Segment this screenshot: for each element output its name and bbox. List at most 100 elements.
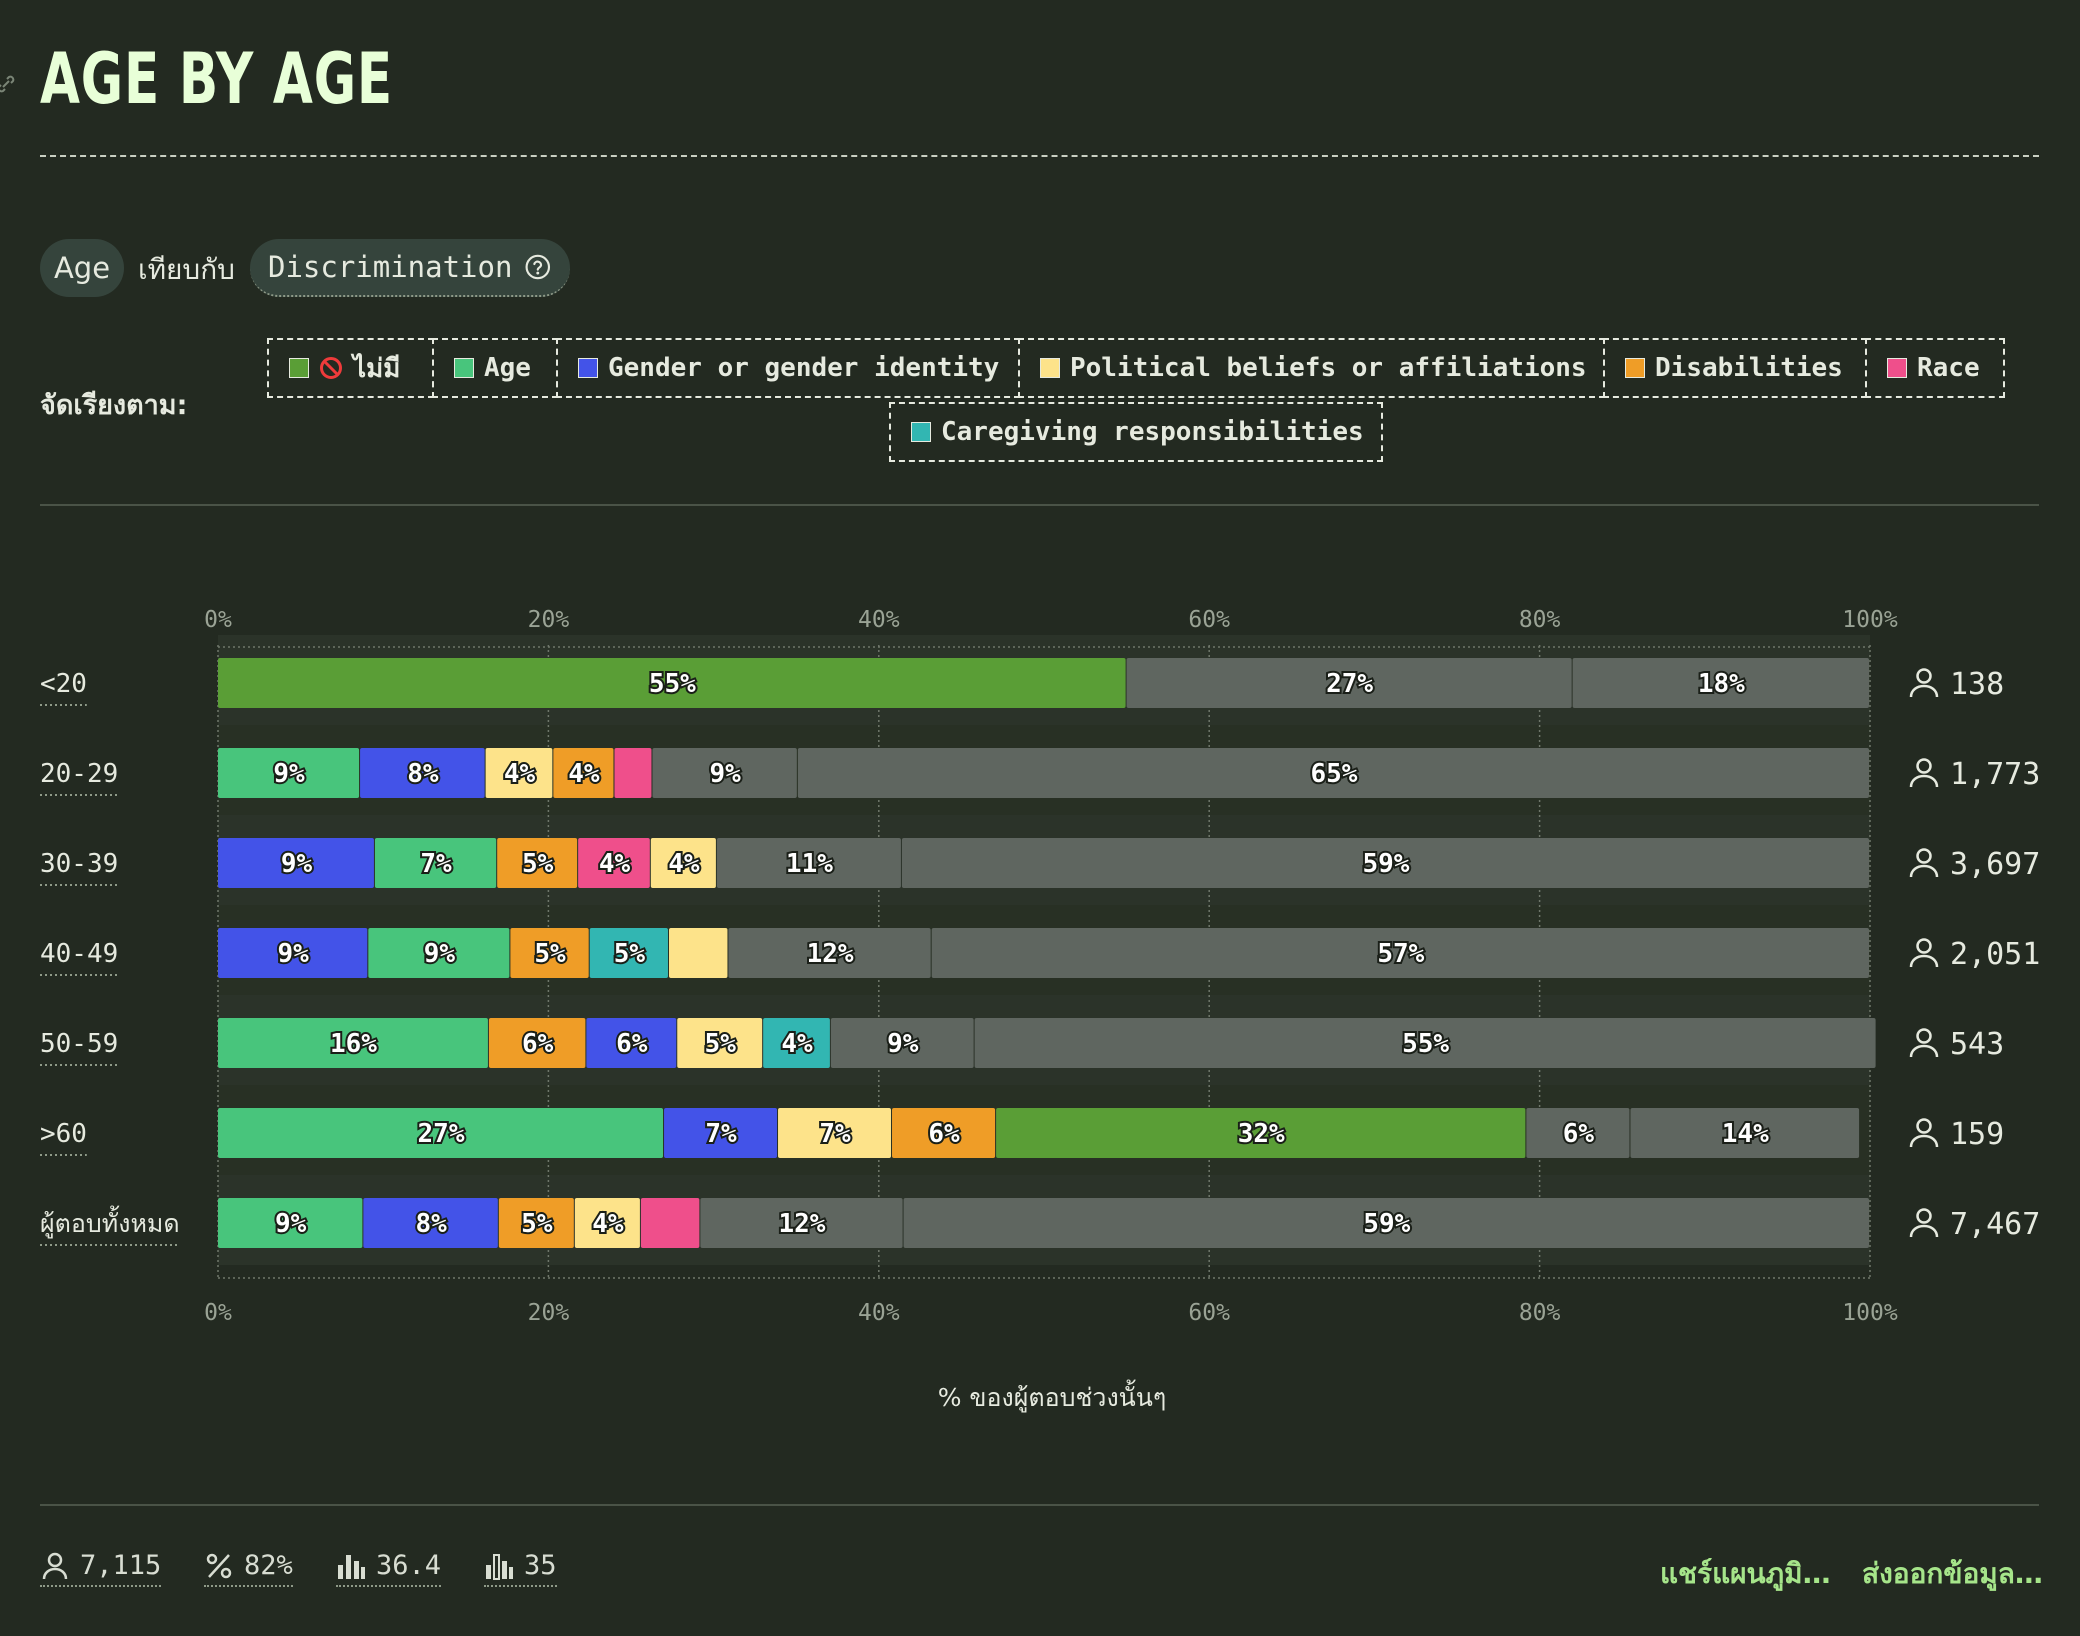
person-icon — [1916, 758, 1932, 774]
bar-chart-icon — [338, 1554, 365, 1579]
bar-segment — [650, 838, 716, 888]
bar-segment — [360, 748, 485, 798]
bar-segment — [218, 1198, 363, 1248]
x-tick-label-top: 60% — [1188, 607, 1230, 633]
x-tick-label-bottom: 20% — [528, 1300, 570, 1326]
bar-segment — [677, 1018, 763, 1068]
help-icon[interactable] — [524, 251, 552, 283]
bar-segment — [664, 1108, 778, 1158]
legend-swatch — [578, 358, 598, 378]
sort-chip-caregiving[interactable]: Caregiving responsibilities — [889, 402, 1383, 462]
bar-segment — [589, 928, 668, 978]
bar-segment — [778, 1108, 892, 1158]
bar-segment — [716, 838, 901, 888]
response-rate-stat[interactable]: 82% — [204, 1550, 293, 1587]
person-icon — [1909, 774, 1939, 788]
legend-swatch — [454, 358, 474, 378]
versus-label: เทียบกับ — [138, 253, 235, 286]
bar-segment — [797, 748, 1869, 798]
bar-value-label: 5% — [521, 1209, 553, 1239]
bar-value-label: 5% — [522, 849, 554, 879]
person-icon — [42, 1552, 68, 1579]
median-stat[interactable]: 35 — [484, 1550, 557, 1587]
bar-segment — [218, 1108, 664, 1158]
sort-chip-race[interactable]: Race — [1865, 338, 2005, 398]
sort-chip-political[interactable]: Political beliefs or affiliations — [1018, 338, 1605, 398]
link-icon[interactable] — [0, 72, 18, 96]
respondent-count: 159 — [1950, 1117, 2004, 1152]
legend-swatch — [1887, 358, 1907, 378]
legend-swatch — [289, 358, 309, 378]
sort-chip-disabilities[interactable]: Disabilities — [1603, 338, 1867, 398]
primary-variable-pill[interactable]: Age — [40, 239, 124, 297]
bar-value-label: 4% — [592, 1209, 624, 1239]
sort-chip-none[interactable]: ไม่มี — [267, 338, 434, 398]
bar-value-label: 6% — [616, 1029, 648, 1059]
person-icon — [1916, 938, 1932, 954]
bar-value-label: 12% — [778, 1209, 825, 1239]
bar-value-label: 7% — [420, 849, 452, 879]
bar-segment — [218, 1018, 488, 1068]
bar-segment — [586, 1018, 677, 1068]
person-icon — [1916, 668, 1932, 684]
bar-value-label: 9% — [424, 939, 456, 969]
bar-segment — [1526, 1108, 1630, 1158]
legend-label: Caregiving responsibilities — [941, 417, 1364, 447]
bar-value-label: 4% — [668, 849, 700, 879]
legend-swatch — [1040, 358, 1060, 378]
bar-segment — [996, 1108, 1526, 1158]
bar-value-label: 5% — [705, 1029, 737, 1059]
footer-divider — [40, 1504, 2039, 1506]
bar-segment — [218, 658, 1126, 708]
respondents-value: 7,115 — [80, 1550, 162, 1581]
secondary-variable-pill[interactable]: Discrimination — [250, 239, 570, 297]
average-stat[interactable]: 36.4 — [336, 1550, 442, 1587]
no-entry-icon — [320, 357, 342, 379]
bar-segment — [485, 748, 553, 798]
legend-label: Race — [1917, 353, 1980, 383]
bar-value-label: 5% — [534, 939, 566, 969]
person-icon — [1916, 1208, 1932, 1224]
person-icon — [1909, 1134, 1939, 1148]
bar-segment — [1572, 658, 1869, 708]
bar-segment — [574, 1198, 640, 1248]
bar-value-label: 8% — [415, 1209, 447, 1239]
category-label: 20-29 — [40, 759, 118, 789]
median-value: 35 — [524, 1550, 557, 1581]
bar-value-label: 4% — [504, 759, 536, 789]
bar-segment — [903, 1198, 1869, 1248]
sort-chip-age[interactable]: Age — [432, 338, 558, 398]
bar-segment — [668, 928, 728, 978]
sort-chip-gender[interactable]: Gender or gender identity — [556, 338, 1020, 398]
bar-value-label: 9% — [710, 759, 742, 789]
legend-label: Age — [484, 353, 531, 383]
bar-value-label: 27% — [1326, 669, 1373, 699]
response-rate-value: 82% — [244, 1550, 293, 1581]
respondent-count: 1,773 — [1950, 757, 2040, 792]
legend-label: Disabilities — [1655, 353, 1843, 383]
page-title: AGE BY AGE — [40, 38, 393, 120]
bar-segment — [974, 1018, 1876, 1068]
bar-value-label: 6% — [928, 1119, 960, 1149]
bar-value-label: 32% — [1238, 1119, 1285, 1149]
respondent-count: 2,051 — [1950, 937, 2040, 972]
percent-icon — [206, 1553, 232, 1578]
bar-value-label: 57% — [1377, 939, 1424, 969]
share-chart-link[interactable]: แชร์แผนภูมิ… — [1660, 1557, 1831, 1590]
bar-value-label: 65% — [1310, 759, 1357, 789]
bar-segment — [901, 838, 1869, 888]
x-tick-label-bottom: 0% — [204, 1300, 232, 1326]
person-icon — [1916, 848, 1932, 864]
bar-segment — [510, 928, 589, 978]
person-icon — [1909, 684, 1939, 698]
export-data-link[interactable]: ส่งออกข้อมูล… — [1862, 1557, 2043, 1590]
respondents-stat[interactable]: 7,115 — [40, 1550, 162, 1587]
bar-value-label: 12% — [807, 939, 854, 969]
bar-value-label: 9% — [275, 1209, 307, 1239]
bar-segment — [1126, 658, 1572, 708]
controls-divider — [40, 504, 2039, 506]
bar-value-label: 9% — [278, 939, 310, 969]
category-label: 40-49 — [40, 939, 118, 969]
bar-value-label: 9% — [273, 759, 305, 789]
bar-segment — [728, 928, 931, 978]
